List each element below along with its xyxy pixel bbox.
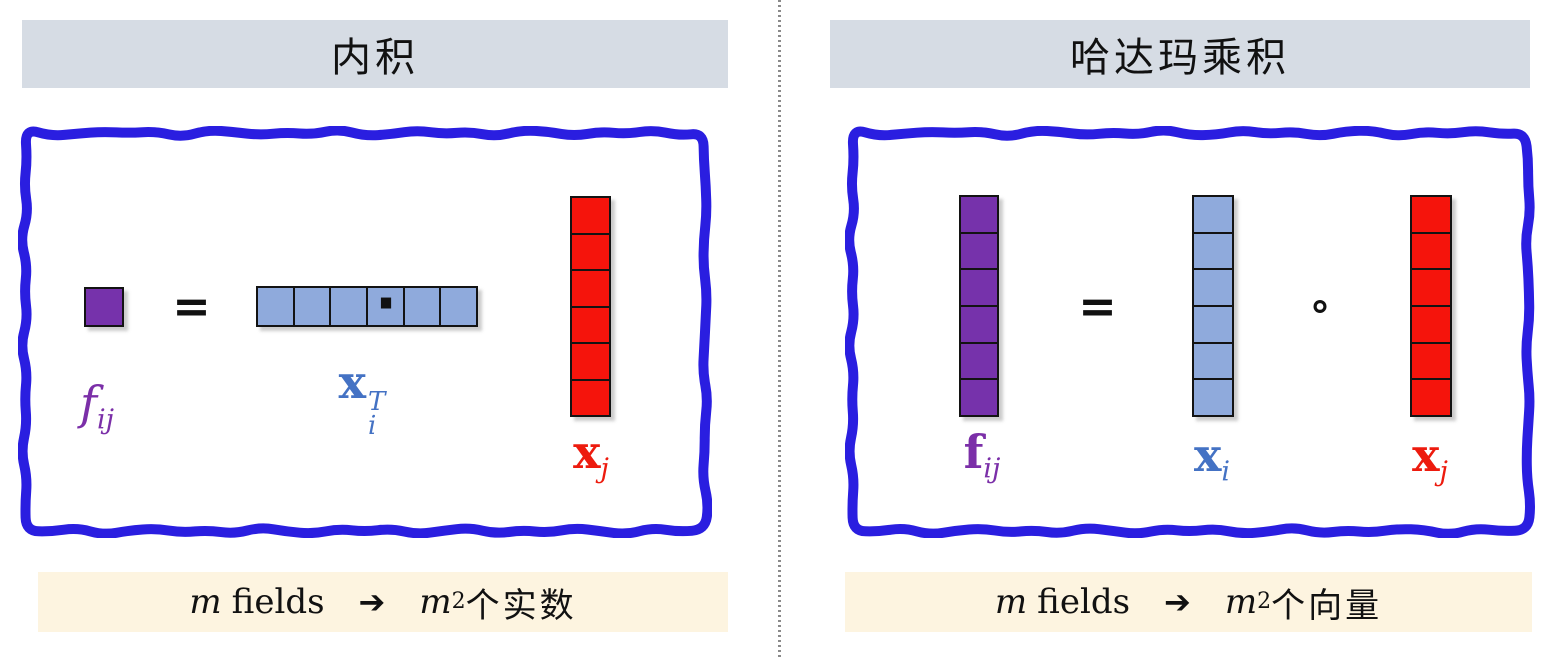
fij-label: fij bbox=[963, 425, 1001, 485]
hadamard-sketch-box bbox=[845, 126, 1535, 538]
vector-cell bbox=[961, 307, 997, 342]
vector-cell bbox=[572, 234, 609, 269]
right-arrow-icon: ➔ bbox=[1164, 583, 1191, 621]
fij-column-vector bbox=[959, 195, 999, 417]
vector-cell bbox=[1412, 343, 1450, 379]
wavy-border-drawing bbox=[18, 126, 712, 538]
equals-sign: = bbox=[1078, 279, 1117, 333]
vector-cell bbox=[961, 270, 997, 306]
panel-divider-dotted-line bbox=[778, 0, 781, 657]
xi-label: xi bbox=[1193, 428, 1231, 488]
vector-cell bbox=[1194, 270, 1232, 306]
vector-cell bbox=[572, 380, 609, 415]
vector-cell bbox=[331, 288, 367, 325]
vector-cell bbox=[572, 198, 609, 233]
vector-cell bbox=[1412, 197, 1450, 232]
inner-product-title-bar: 内积 bbox=[22, 20, 728, 88]
vector-cell bbox=[1194, 307, 1232, 342]
vector-cell bbox=[1412, 380, 1450, 416]
inner-product-title: 内积 bbox=[331, 35, 419, 81]
inner-product-sketch-box bbox=[18, 126, 712, 538]
hadamard-footer-note: m fields ➔ m 2 个向量 bbox=[845, 572, 1532, 632]
vector-cell bbox=[258, 288, 293, 325]
vector-cell bbox=[1194, 197, 1232, 232]
vector-cell bbox=[572, 271, 609, 306]
vector-cell bbox=[86, 289, 122, 325]
xj-column-vector bbox=[570, 196, 611, 417]
vector-cell bbox=[961, 343, 997, 379]
right-arrow-icon: ➔ bbox=[358, 583, 386, 621]
vector-cell bbox=[961, 233, 997, 269]
hadamard-title: 哈达玛乘积 bbox=[1070, 35, 1290, 81]
inner-product-footer-note: m fields ➔ m 2 个实数 bbox=[38, 572, 728, 632]
xj-label: xj bbox=[1412, 428, 1448, 488]
wavy-border-drawing bbox=[845, 126, 1535, 538]
equals-sign: = bbox=[172, 279, 211, 333]
xi-column-vector bbox=[1192, 195, 1234, 417]
vector-cell bbox=[441, 288, 477, 325]
vector-cell bbox=[404, 288, 440, 325]
vector-cell bbox=[294, 288, 330, 325]
xi-row-vector bbox=[256, 286, 478, 327]
vector-cell bbox=[1194, 233, 1232, 269]
hadamard-title-bar: 哈达玛乘积 bbox=[830, 20, 1530, 88]
xj-label: xj bbox=[573, 425, 609, 485]
hadamard-operator: ∘ bbox=[1307, 283, 1333, 329]
vector-cell bbox=[961, 197, 997, 232]
fij-label: fij bbox=[79, 376, 115, 436]
vector-cell bbox=[572, 344, 609, 379]
vector-cell bbox=[1412, 270, 1450, 306]
vector-cell bbox=[572, 307, 609, 342]
result-scalar-cell bbox=[84, 287, 124, 327]
vector-cell bbox=[1194, 380, 1232, 416]
vector-cell bbox=[1412, 307, 1450, 342]
vector-cell bbox=[1194, 343, 1232, 379]
vector-cell bbox=[961, 380, 997, 416]
vector-cell bbox=[368, 288, 403, 325]
xj-column-vector bbox=[1410, 195, 1452, 417]
vector-cell bbox=[1412, 233, 1450, 269]
dot-product-operator: · bbox=[374, 269, 398, 337]
